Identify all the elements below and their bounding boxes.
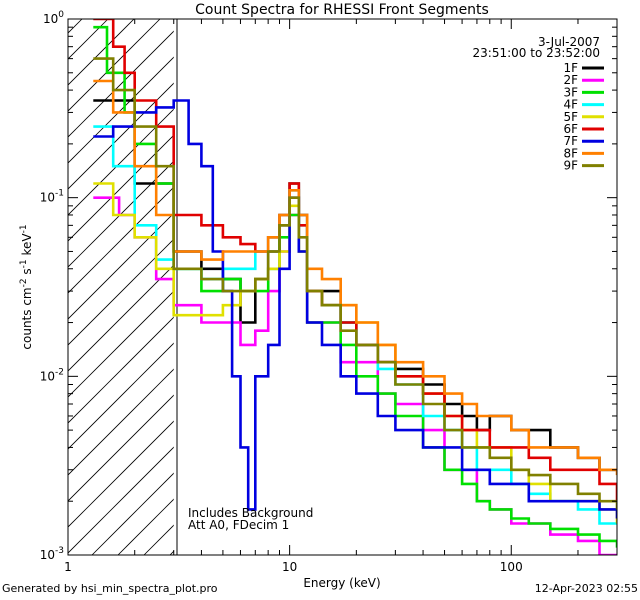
series-group [93, 19, 617, 555]
annotation-background: Includes Background [188, 506, 313, 520]
legend-label-2F: 2F [563, 73, 578, 87]
legend-label-9F: 9F [563, 159, 578, 173]
chart-title: Count Spectra for RHESSI Front Segments [195, 2, 489, 18]
legend-label-5F: 5F [563, 110, 578, 124]
hatch-line [68, 264, 174, 372]
y-tick-label: 10-2 [40, 367, 64, 383]
plot-date: 3-Jul-2007 [538, 35, 600, 49]
y-axis-label: counts cm-2 s-1 keV-1 [19, 224, 34, 349]
legend-label-7F: 7F [563, 134, 578, 148]
plot-frame [67, 18, 618, 556]
y-axis-label-mid2: keV [20, 233, 34, 260]
plot-time-range: 23:51:00 to 23:52:00 [473, 46, 600, 60]
hatch-line [117, 498, 174, 555]
series-line-1F [93, 99, 617, 472]
legend-label-6F: 6F [563, 122, 578, 136]
hatch-line [68, 82, 174, 190]
legend-label-1F: 1F [563, 61, 578, 75]
hatch-line [68, 368, 174, 476]
hatch-line [68, 446, 174, 554]
hatch-line [68, 19, 109, 60]
hatch-line [68, 186, 174, 294]
hatch-line [68, 56, 174, 164]
legend-label-4F: 4F [563, 98, 578, 112]
hatch-line [68, 394, 174, 502]
hatch-line [0, 19, 4, 555]
y-tick-label: 100 [43, 10, 64, 26]
y-axis-label-exp3: -1 [19, 224, 29, 233]
legend-label-8F: 8F [563, 146, 578, 160]
x-tick-label: 1 [64, 560, 72, 574]
series-line-9F [93, 57, 617, 510]
hatch-line [68, 212, 174, 320]
hatch-line [68, 420, 174, 528]
x-tick-label: 10 [282, 560, 297, 574]
y-tick-label: 10-1 [40, 189, 64, 205]
y-axis-label-mid1: s [20, 268, 34, 278]
x-axis-ticks: 1 10 100 [64, 19, 618, 574]
series-line-8F [93, 79, 617, 476]
excluded-region-hatch [0, 19, 174, 555]
y-axis-label-exp2: -1 [19, 259, 29, 268]
hatch-line [68, 30, 174, 138]
y-tick-label: 10-3 [40, 546, 64, 562]
series-line-3F [93, 25, 617, 548]
x-tick-label: 100 [500, 560, 523, 574]
hatch-line [68, 238, 174, 346]
footer-timestamp: 12-Apr-2023 02:55 [534, 582, 638, 595]
y-axis-label-base: counts cm [20, 287, 34, 349]
hatch-line [68, 316, 174, 424]
legend-label-3F: 3F [563, 85, 578, 99]
y-axis-ticks: 100 10-1 10-2 10-3 [40, 10, 617, 562]
y-axis-label-exp1: -2 [19, 278, 29, 287]
footer-generated-by: Generated by hsi_min_spectra_plot.pro [2, 582, 218, 595]
hatch-line [68, 19, 83, 34]
annotation-attenuator: Att A0, FDecim 1 [188, 518, 289, 532]
hatch-line [68, 19, 161, 112]
x-axis-label: Energy (keV) [303, 576, 380, 590]
